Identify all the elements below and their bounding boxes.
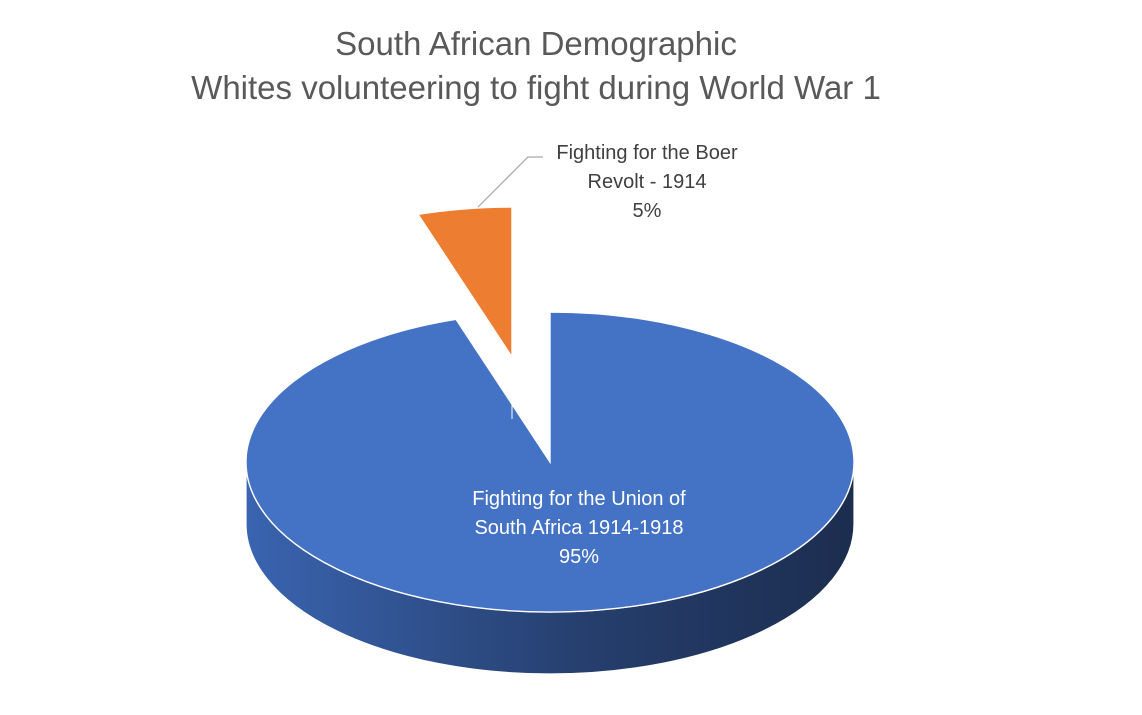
chart-title-line-1: South African Demographic [335, 25, 737, 62]
slice-label-boer-line-1: Fighting for the Boer [556, 142, 738, 164]
slice-value-union: 95% [559, 546, 599, 568]
slice-label-boer: Fighting for the Boer Revolt - 1914 5% [556, 142, 738, 222]
slice-value-boer: 5% [633, 200, 662, 222]
slice-top-union [245, 311, 855, 613]
slice-label-union-line-2: South Africa 1914-1918 [474, 517, 683, 539]
chart-title: South African Demographic Whites volunte… [191, 25, 881, 106]
slice-label-union-line-1: Fighting for the Union of [472, 488, 686, 510]
chart-title-line-2: Whites volunteering to fight during Worl… [191, 69, 881, 106]
slice-top-boer [416, 206, 513, 360]
slice-union [245, 311, 855, 675]
slice-label-boer-line-2: Revolt - 1914 [588, 171, 707, 193]
leader-line-boer [477, 156, 543, 208]
pie-slices [245, 206, 855, 675]
slice-label-union: Fighting for the Union of South Africa 1… [472, 488, 686, 568]
slice-boer [416, 206, 513, 419]
